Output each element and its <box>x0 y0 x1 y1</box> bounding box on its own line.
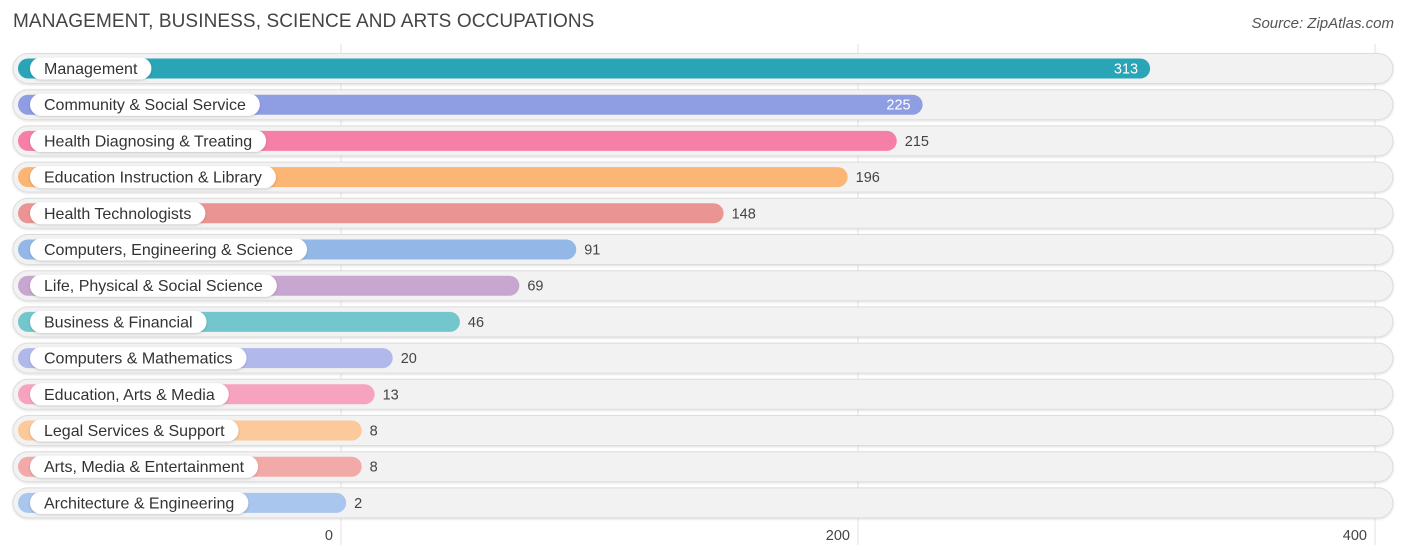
category-label-pill <box>30 310 207 333</box>
category-label: Health Diagnosing & Treating <box>44 133 252 150</box>
x-tick-label: 400 <box>1343 528 1367 544</box>
category-label-pill <box>30 93 260 116</box>
x-axis: 0 200 400 <box>325 528 1367 544</box>
bar-row: Business & Financial 46 <box>12 306 1394 338</box>
bar-row: Management 313 <box>12 53 1394 84</box>
chart-source: Source: ZipAtlas.com <box>1251 15 1394 32</box>
category-label-pill <box>30 347 247 370</box>
category-label-pill <box>30 202 206 225</box>
bar-row: Education, Arts & Media 13 <box>12 378 1394 410</box>
category-label-pill <box>30 274 277 297</box>
bar-rows: Management 313 Community & Social Service 2… <box>12 53 1394 519</box>
category-label-pill <box>30 491 249 514</box>
value-label: 91 <box>584 243 600 259</box>
category-label: Community & Social Service <box>44 97 246 114</box>
row-background <box>12 487 1394 519</box>
value-label: 2 <box>354 496 362 512</box>
category-label-pill <box>30 238 308 261</box>
bar-row: Health Diagnosing & Treating 215 <box>12 125 1394 157</box>
category-label: Computers & Mathematics <box>44 351 233 368</box>
category-label-pill <box>30 57 152 80</box>
value-label: 69 <box>527 279 543 295</box>
value-label: 148 <box>732 206 756 222</box>
value-label: 196 <box>856 170 880 186</box>
category-label-pill <box>30 419 239 442</box>
bar-row: Legal Services & Support 8 <box>12 415 1394 446</box>
category-label: Life, Physical & Social Science <box>44 278 263 295</box>
bar <box>18 58 1151 79</box>
category-label-pill <box>30 166 276 189</box>
category-label-pill <box>30 455 259 478</box>
x-tick-label: 200 <box>826 528 850 544</box>
value-label: 8 <box>370 460 378 476</box>
category-label: Education, Arts & Media <box>44 387 215 404</box>
category-label: Health Technologists <box>44 206 191 223</box>
category-label-pill <box>30 129 267 152</box>
category-label: Management <box>44 61 138 78</box>
value-label: 8 <box>370 424 378 440</box>
bar-row: Arts, Media & Entertainment 8 <box>12 451 1394 483</box>
value-label: 313 <box>1114 62 1138 78</box>
value-label: 215 <box>905 134 929 150</box>
bar-row: Life, Physical & Social Science 69 <box>12 270 1394 302</box>
value-label: 13 <box>383 387 399 403</box>
category-label: Arts, Media & Entertainment <box>44 459 245 476</box>
bar-row: Education Instruction & Library 196 <box>12 161 1394 193</box>
bar-row: Health Technologists 148 <box>12 197 1394 229</box>
bar-row: Architecture & Engineering 2 <box>12 487 1394 519</box>
bar-row: Community & Social Service 225 <box>12 89 1394 121</box>
category-label: Architecture & Engineering <box>44 495 234 512</box>
value-label: 20 <box>401 351 417 367</box>
category-label: Business & Financial <box>44 314 193 331</box>
chart-title: MANAGEMENT, BUSINESS, SCIENCE AND ARTS O… <box>13 11 595 32</box>
category-label: Education Instruction & Library <box>44 170 262 187</box>
value-label: 46 <box>468 315 484 331</box>
category-label: Computers, Engineering & Science <box>44 242 293 259</box>
category-label-pill <box>30 383 229 406</box>
category-label: Legal Services & Support <box>44 423 225 440</box>
x-tick-label: 0 <box>325 528 333 544</box>
value-label: 225 <box>886 98 910 114</box>
bar-row: Computers, Engineering & Science 91 <box>12 234 1394 265</box>
bar-row: Computers & Mathematics 20 <box>12 342 1394 374</box>
